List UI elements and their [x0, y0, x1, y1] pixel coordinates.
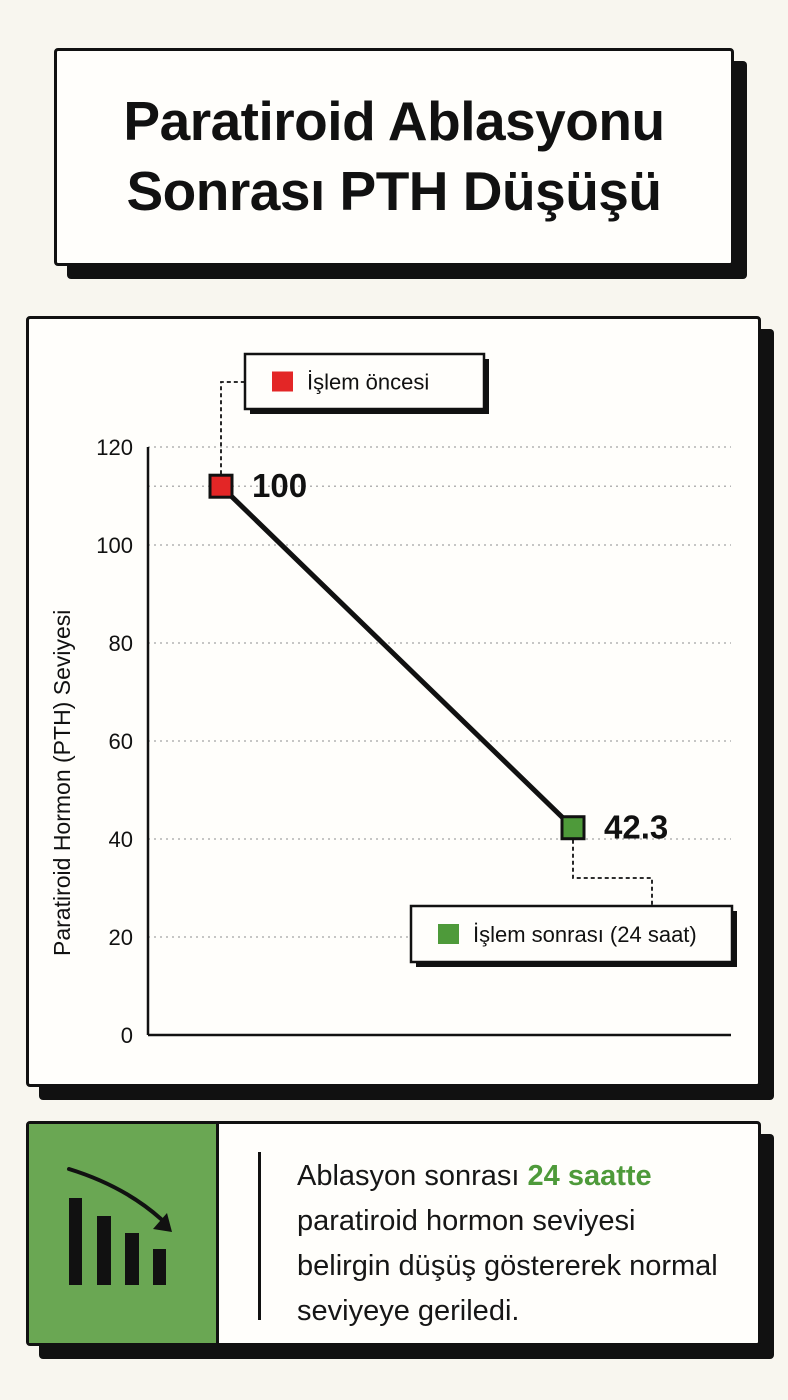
series: 100 42.3 [208, 467, 668, 846]
point-labels: İşlem öncesi İşlem sonrası (24 saat) [220, 352, 737, 967]
callout-connector-1 [220, 381, 245, 475]
title-card: Paratiroid Ablasyonu Sonrası PTH Düşüşü [54, 48, 734, 266]
point-callout-1: İşlem öncesi [220, 352, 489, 475]
chart-card: 0 20 40 60 80 100 120 Paratiroid Hormon (PTH) … [26, 316, 761, 1087]
callout-label-1: İşlem öncesi [307, 370, 429, 395]
icon-bar-3 [125, 1233, 139, 1285]
callout-label-2: İşlem sonrası (24 saat) [473, 922, 697, 947]
summary-icon-panel [29, 1124, 219, 1343]
y-tick-label-120: 120 [96, 435, 133, 460]
data-label-1: 100 [252, 467, 307, 504]
callout-box-2 [409, 904, 734, 964]
data-label-2: 42.3 [604, 809, 668, 846]
summary-highlight: 24 saatte [527, 1160, 652, 1192]
summary-text: Ablasyon sonrası 24 saatte paratiroid ho… [297, 1154, 737, 1334]
callout-connector-2 [572, 839, 653, 906]
y-tick-label-0: 0 [121, 1023, 133, 1048]
icon-bar-1 [69, 1198, 82, 1285]
data-point-1 [208, 473, 234, 499]
summary-card: Ablasyon sonrası 24 saatte paratiroid ho… [26, 1121, 761, 1346]
icon-trend-arrow [67, 1167, 163, 1221]
pth-line-chart: 0 20 40 60 80 100 120 Paratiroid Hormon (PTH) … [49, 352, 737, 1048]
page-title: Paratiroid Ablasyonu Sonrası PTH Düşüşü [123, 87, 665, 227]
y-tick-label-20: 20 [109, 925, 133, 950]
axes [146, 447, 731, 1037]
title-line-1: Paratiroid Ablasyonu [123, 90, 665, 153]
icon-bar-4 [153, 1249, 166, 1285]
declining-bar-chart-icon [67, 1167, 172, 1285]
title-line-2: Sonrası PTH Düşüşü [126, 160, 662, 222]
callout-swatch-2 [438, 924, 459, 944]
summary-text-after: paratiroid hormon seviyesi belirgin düşü… [297, 1205, 718, 1327]
summary-text-before: Ablasyon sonrası [297, 1160, 528, 1192]
y-axis-label: Paratiroid Hormon (PTH) Seviyesi [49, 610, 75, 956]
data-point-2 [560, 815, 586, 841]
callout-swatch-1 [272, 371, 293, 392]
y-tick-label-80: 80 [109, 631, 133, 656]
y-tick-labels: 0 20 40 60 80 100 120 [96, 435, 133, 1048]
icon-arrow-head [153, 1213, 172, 1232]
icon-bar-2 [97, 1216, 111, 1285]
summary-divider [258, 1152, 261, 1320]
y-tick-label-40: 40 [109, 827, 133, 852]
series-line [219, 484, 575, 830]
grid-lines [148, 446, 731, 938]
point-callout-2: İşlem sonrası (24 saat) [409, 839, 737, 967]
y-tick-label-60: 60 [109, 729, 133, 754]
y-tick-label-100: 100 [96, 533, 133, 558]
